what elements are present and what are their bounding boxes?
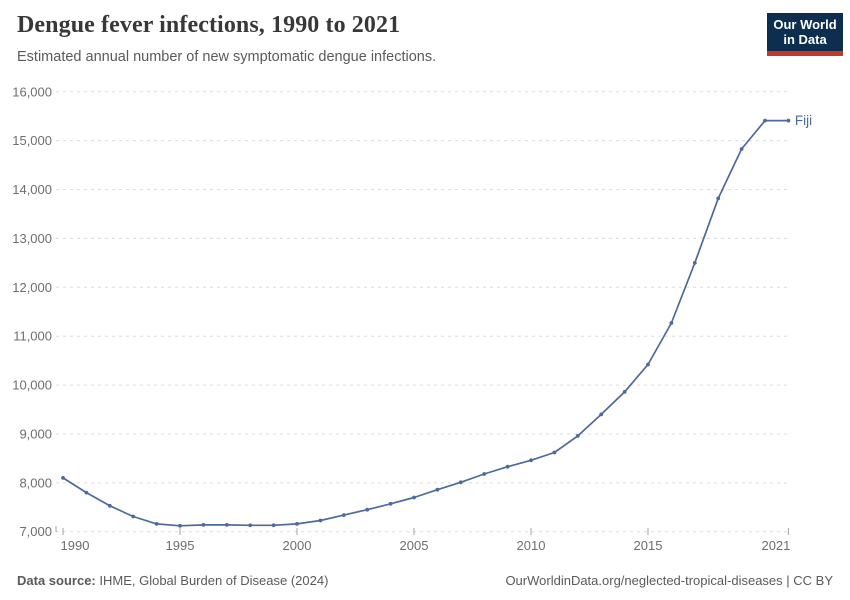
data-point[interactable] [107,503,112,508]
data-point[interactable] [529,458,533,463]
data-point[interactable] [248,523,253,528]
data-point[interactable] [224,523,229,527]
data-point[interactable] [295,522,299,526]
data-point[interactable] [622,390,627,394]
data-point[interactable] [646,362,650,367]
y-axis-tick-label: 10,000 [12,378,52,393]
data-point[interactable] [505,464,510,469]
data-point[interactable] [412,495,416,500]
y-axis-tick-label: 13,000 [12,231,52,246]
data-point[interactable] [61,476,65,480]
data-point[interactable] [763,118,767,123]
data-point[interactable] [482,472,487,476]
y-axis-tick-label: 9,000 [19,426,52,441]
credit-line: OurWorldinData.org/neglected-tropical-di… [505,573,833,588]
series-line-fiji[interactable] [62,119,790,527]
data-point[interactable] [318,518,323,523]
owid-logo-line1: Our World [773,16,837,32]
owid-logo-line2: in Data [783,32,827,47]
data-point[interactable] [716,196,721,201]
data-point[interactable] [599,412,604,417]
data-point[interactable] [365,507,370,512]
data-point[interactable] [692,261,697,265]
y-axis-tick-label: 15,000 [12,133,52,148]
data-source: Data source: IHME, Global Burden of Dise… [17,573,328,588]
data-point[interactable] [388,501,393,506]
x-axis-tick-label: 1995 [166,538,195,553]
y-axis-tick-label: 14,000 [12,182,52,197]
owid-logo: Our World in Data [767,13,843,56]
line-chart: 7,000 8,000 9,000 10,000 11,000 12,000 13,000 1… [12,84,812,553]
series-label-fiji[interactable]: Fiji [795,113,812,128]
data-point[interactable] [84,490,89,495]
page-title: Dengue fever infections, 1990 to 2021 [17,12,401,38]
x-axis-tick-label: 2021 [761,538,790,553]
x-axis-tick-label: 2015 [634,538,663,553]
chart-footer: Data source: IHME, Global Burden of Dise… [17,573,833,588]
x-axis-tick-label: 2010 [517,538,546,553]
data-point[interactable] [178,523,182,528]
data-point[interactable] [786,118,791,123]
data-point[interactable] [131,514,136,519]
x-axis-tick-label: 1990 [61,538,90,553]
data-point[interactable] [552,450,557,455]
data-source-text: IHME, Global Burden of Disease (2024) [95,573,329,588]
y-axis-tick-label: 8,000 [19,475,52,490]
y-axis-tick-label: 16,000 [12,84,52,99]
data-point[interactable] [201,523,206,527]
data-source-label: Data source: [17,573,96,588]
data-point[interactable] [435,487,440,492]
chart-subtitle: Estimated annual number of new symptomat… [17,49,437,65]
data-point[interactable] [458,480,463,485]
y-axis-tick-label: 12,000 [12,280,52,295]
data-point[interactable] [739,147,744,151]
x-axis-tick-label: 2005 [400,538,429,553]
y-axis-tick-label: 11,000 [13,329,52,344]
data-point[interactable] [575,434,580,438]
data-point[interactable] [669,321,674,325]
data-point[interactable] [341,513,346,517]
y-axis-tick-label: 7,000 [19,524,52,539]
data-point[interactable] [154,522,159,526]
data-point[interactable] [271,523,276,528]
x-axis-tick-label: 2000 [283,538,312,553]
